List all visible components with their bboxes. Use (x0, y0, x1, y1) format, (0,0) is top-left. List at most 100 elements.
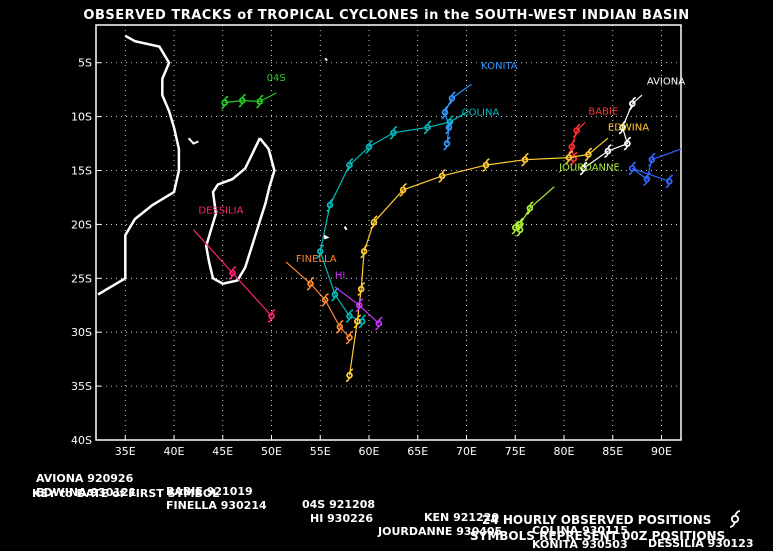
cyclone-symbol-icon (316, 244, 324, 259)
lon-tick-label: 70E (456, 445, 477, 458)
coastline (97, 34, 181, 296)
lat-tick-label: 20S (71, 218, 92, 231)
lon-tick-label: 90E (651, 445, 672, 458)
cyclone-symbol-icon (375, 316, 383, 331)
cyclone-symbol-icon (326, 198, 334, 212)
cyclone-symbol-icon (221, 95, 229, 110)
lat-tick-label: 40S (71, 434, 92, 447)
track-label-aviona: AVIONA (647, 76, 685, 87)
cyclone-symbol-icon (256, 94, 264, 109)
lon-tick-label: 65E (407, 445, 428, 458)
cyclone-symbol-icon (355, 298, 363, 313)
cyclone-symbol-icon (623, 136, 631, 151)
key-row-1: AVIONA 920926 BABIE 921019 04S 921208 KE… (0, 459, 754, 550)
plot-frame (95, 24, 682, 441)
cyclone-symbol-icon (228, 266, 237, 280)
lon-tick-label: 85E (602, 445, 623, 458)
cyclone-symbol-icon (353, 314, 361, 329)
cyclone-symbol-icon (441, 105, 449, 120)
lat-tick-label: 35S (71, 380, 92, 393)
cyclone-symbol-icon (604, 144, 612, 158)
lon-tick-label: 40E (164, 445, 185, 458)
lat-tick-label: 30S (71, 326, 92, 339)
cyclone-symbol-icon (516, 223, 524, 237)
track-jourdanne (514, 186, 555, 231)
cyclone-symbol-icon (238, 93, 246, 108)
key-entry-jourdanne: JOURDANNE 930405 (378, 525, 503, 538)
cyclone-symbol-icon (438, 169, 446, 183)
cyclone-symbol-icon (423, 120, 432, 135)
track-label-04s: 04S (267, 73, 286, 84)
track-04s (224, 92, 277, 104)
lon-tick-label: 35E (115, 445, 136, 458)
key-entry-hi: HI 930226 (310, 512, 374, 525)
track-label-babie: BABIE (588, 107, 618, 118)
lat-tick-label: 25S (71, 272, 92, 285)
key-entry-04s: 04S 921208 (302, 498, 376, 511)
island-seychelles (324, 57, 328, 62)
cyclone-symbol-icon (345, 330, 354, 345)
cyclone-symbol-icon (306, 276, 315, 291)
track-label-edwina: EDWINA (608, 123, 649, 134)
track-edwina (348, 137, 609, 376)
track-babie (571, 121, 586, 159)
cyclone-symbol-icon (360, 244, 368, 259)
key-entry-aviona: AVIONA 920926 (36, 472, 134, 485)
key-caption: KEY to DATE of FIRST SYMBOL (32, 487, 220, 500)
track-ken (631, 148, 681, 182)
cyclone-symbol-icon (370, 215, 378, 230)
lat-tick-label: 15S (71, 165, 92, 178)
cyclone-symbol-icon (336, 319, 344, 334)
cyclone-symbol-icon (618, 120, 627, 135)
key-entry-babie: BABIE 921019 (166, 485, 253, 498)
cyclone-symbol-icon (526, 201, 534, 215)
cyclone-symbol-icon (729, 510, 741, 528)
track-label-colina: COLINA (462, 108, 500, 119)
track-label-jourdanne: JOURDANNE (558, 163, 620, 174)
cyclone-symbol-icon (445, 120, 453, 135)
lon-tick-label: 75E (505, 445, 526, 458)
cyclone-symbol-icon (267, 309, 276, 323)
track-konita (444, 83, 472, 144)
cyclone-symbol-icon (579, 161, 588, 176)
coastline (204, 137, 276, 286)
cyclone-symbol-icon (345, 368, 354, 383)
lat-tick-label: 10S (71, 111, 92, 124)
island-mauritius (343, 226, 348, 231)
island-reunion (322, 234, 330, 240)
lon-tick-label: 45E (212, 445, 233, 458)
track-finella (285, 261, 350, 339)
cyclone-symbol-icon (565, 150, 573, 165)
track-hi (334, 286, 380, 325)
cyclone-symbol-icon (365, 140, 373, 154)
cyclone-symbol-icon (399, 183, 407, 197)
cyclone-symbol-icon (345, 309, 354, 323)
track-label-dessilia: DESSILIA (198, 206, 243, 217)
cyclone-symbol-icon (573, 123, 581, 138)
cyclone-symbol-icon (665, 174, 673, 189)
cyclone-symbol-icon (482, 158, 490, 172)
cyclone-symbol-icon (443, 136, 451, 151)
chart-title: OBSERVED TRACKS of TROPICAL CYCLONES in … (83, 8, 690, 23)
cyclone-symbol-icon (345, 158, 354, 172)
cyclone-symbol-icon (521, 152, 529, 167)
lon-tick-label: 50E (261, 445, 282, 458)
cyclone-symbol-icon (448, 91, 456, 106)
track-label-hi: HI (335, 270, 345, 281)
key-entry-finella: FINELLA 930214 (166, 499, 267, 512)
cyclone-symbol-icon (511, 220, 519, 235)
footer-line-2: SYMBOLS REPRESENT 00Z POSITIONS (470, 529, 726, 543)
cyclone-symbol-icon (628, 96, 636, 111)
key-entry-colina: COLINA 930115 (532, 524, 629, 537)
track-colina (319, 110, 469, 322)
key-row-2: EDWINA 930121 FINELLA 930214 HI 930226 J… (0, 473, 628, 551)
lat-tick-label: 5S (78, 57, 92, 70)
lon-tick-label: 60E (359, 445, 380, 458)
track-label-konita: KONITA (481, 61, 518, 72)
cyclone-symbol-icon (628, 161, 636, 176)
island-comoros (187, 137, 199, 145)
cyclone-symbol-icon (331, 287, 339, 302)
cyclone-symbol-icon (643, 172, 651, 186)
lon-tick-label: 55E (310, 445, 331, 458)
